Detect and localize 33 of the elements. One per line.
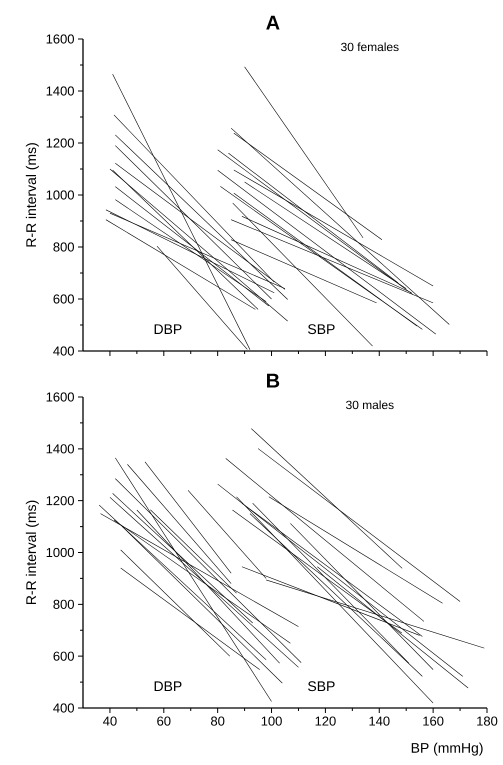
y-tick-label: 800 [53,600,74,609]
y-tick-label: 600 [54,652,74,661]
x-tick-label: 120 [316,716,336,726]
y-tick-label: 600 [54,294,74,304]
x-tick-label: 140 [369,716,390,726]
chart-title: B [267,374,280,388]
y-tick-label: 1000 [46,548,74,558]
x-tick-label: 100 [262,716,282,726]
y-tick-label: 1200 [46,138,74,148]
annotation: 30 females [341,42,399,52]
y-axis-title: R-R interval (ms) [26,143,39,247]
y-tick-label: 1400 [46,444,74,454]
x-tick-label: 60 [157,716,170,726]
annotation: SBP [308,681,335,692]
y-tick-label: 400 [53,346,74,356]
y-tick-label: 400 [53,703,74,713]
y-tick-label: 800 [53,242,74,252]
y-tick-label: 1600 [46,392,74,402]
y-tick-label: 1400 [46,86,74,96]
y-tick-label: 1000 [46,190,74,200]
annotation: DBP [154,324,182,334]
annotation: DBP [154,681,182,692]
annotation: SBP [308,324,335,334]
x-tick-label: 160 [423,716,444,726]
x-tick-label: 180 [477,716,498,726]
y-axis-title: R-R interval (ms) [26,500,39,604]
x-tick-label: 80 [211,716,224,726]
chart-title: A [266,16,280,30]
annotation: 30 males [346,400,394,410]
y-tick-label: 1200 [46,496,74,506]
x-tick-label: 40 [103,716,117,726]
x-axis-title: BP (mmHg) [412,742,483,756]
y-tick-label: 1600 [46,34,74,44]
